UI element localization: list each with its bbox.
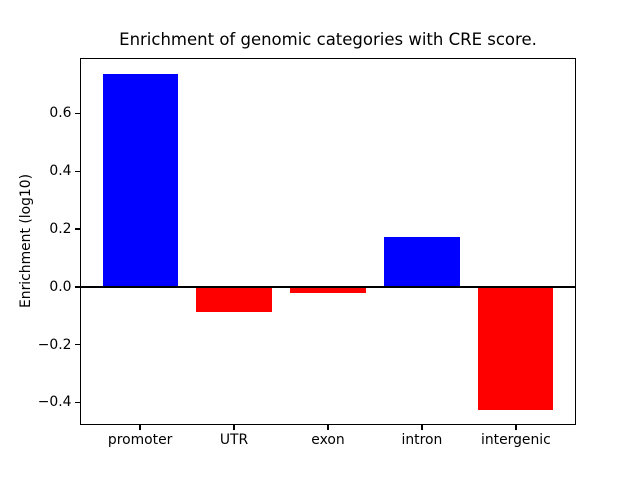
x-tick-mark [233, 425, 235, 430]
y-tick-label: 0.4 [49, 163, 72, 180]
x-tick-label-UTR: UTR [219, 432, 249, 448]
x-tick-label-promoter: promoter [107, 432, 173, 448]
x-tick-label-intergenic: intergenic [480, 432, 551, 448]
bar-UTR [196, 286, 272, 313]
bar-intron [384, 236, 460, 287]
chart-title: Enrichment of genomic categories with CR… [119, 30, 537, 49]
bar-intergenic [478, 286, 554, 410]
zero-line [80, 285, 576, 289]
y-tick-label: −0.2 [37, 336, 72, 353]
y-tick-mark [75, 344, 80, 346]
bar-promoter [102, 74, 178, 287]
y-tick-mark [75, 170, 80, 172]
y-tick-label: −0.4 [37, 394, 72, 411]
y-tick-mark [75, 228, 80, 230]
x-tick-mark [421, 425, 423, 430]
y-tick-label: 0.0 [49, 278, 72, 295]
x-tick-mark [327, 425, 329, 430]
y-tick-mark [75, 286, 80, 288]
y-tick-label: 0.2 [49, 221, 72, 238]
plot-area [80, 58, 576, 425]
bar-exon [290, 286, 366, 293]
y-tick-mark [75, 112, 80, 115]
y-tick-mark [75, 401, 80, 404]
x-tick-mark [139, 425, 141, 430]
x-tick-mark [515, 425, 517, 430]
x-tick-label-exon: exon [311, 432, 345, 448]
x-tick-label-intron: intron [401, 432, 443, 448]
y-tick-label: 0.6 [49, 105, 72, 122]
